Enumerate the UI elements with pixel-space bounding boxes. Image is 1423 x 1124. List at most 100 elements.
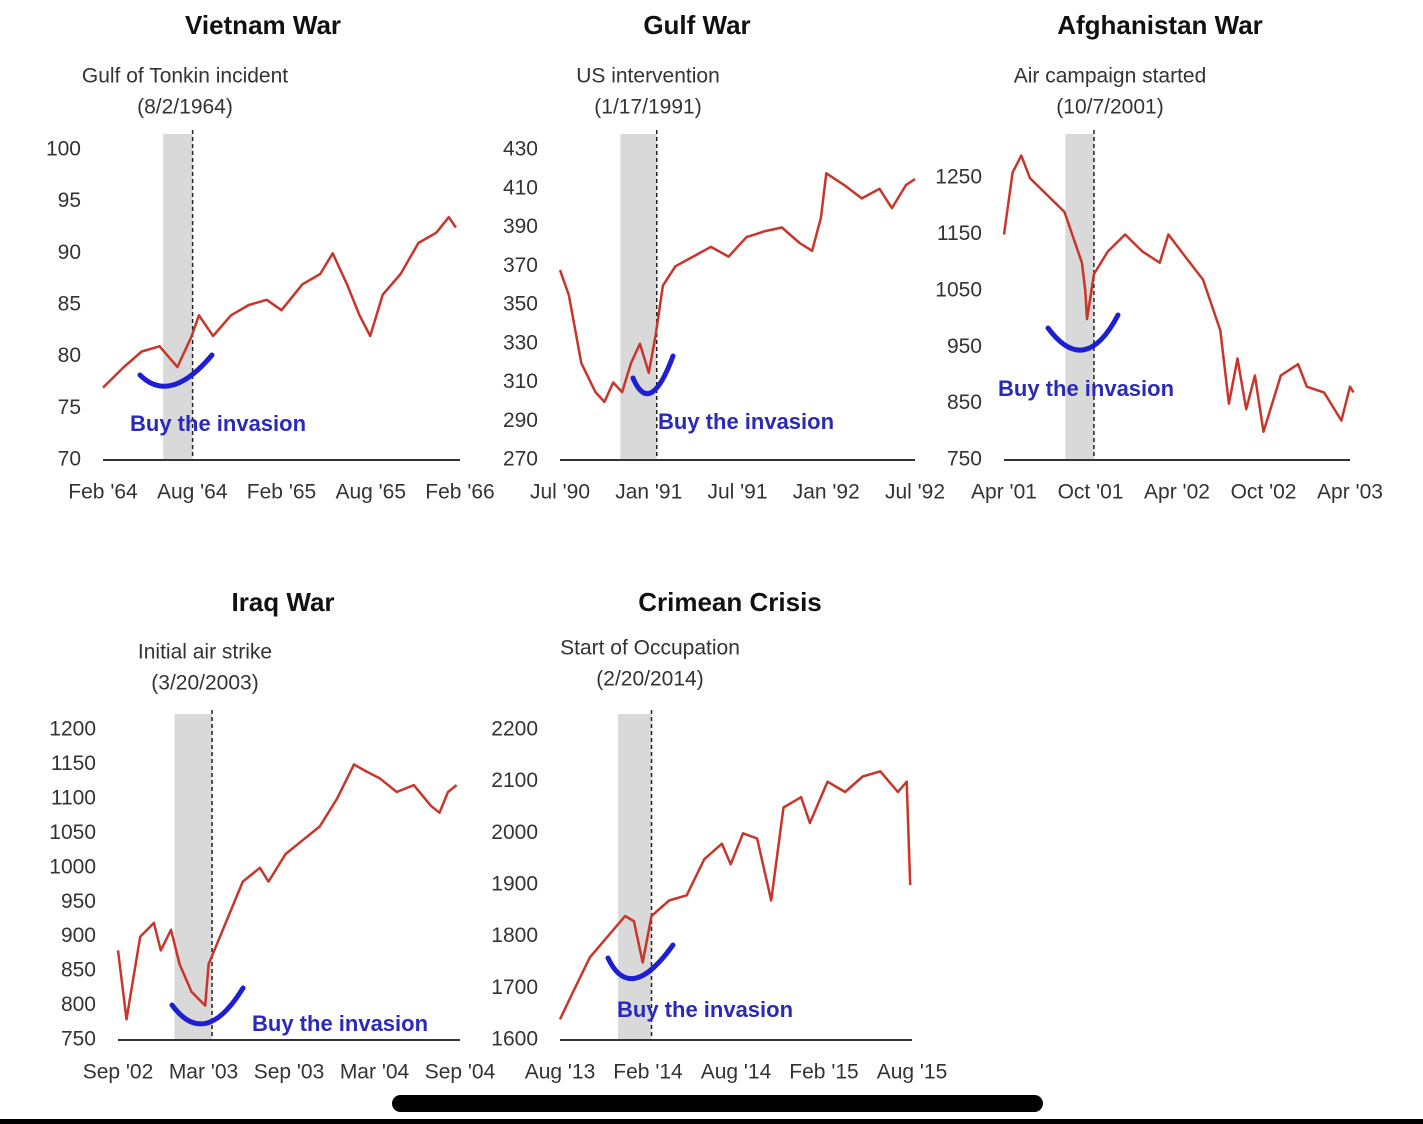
x-tick-label: Sep '03	[254, 1061, 325, 1084]
chart: Gulf War US intervention (1/17/1991) 270 290…	[503, 10, 945, 504]
event-date: (8/2/1964)	[137, 96, 233, 119]
y-tick-label: 950	[947, 335, 982, 358]
y-tick-label: 90	[58, 241, 81, 264]
x-tick-label: Aug '14	[701, 1061, 772, 1084]
event-shade	[618, 714, 652, 1040]
x-tick-label: Feb '15	[789, 1061, 858, 1084]
y-tick-label: 1200	[49, 718, 96, 741]
chart-title: Vietnam War	[185, 10, 341, 40]
y-tick-label: 75	[58, 396, 81, 419]
y-tick-label: 310	[503, 370, 538, 393]
chart: Iraq War Initial air strike (3/20/2003) 750…	[49, 587, 495, 1084]
y-tick-label: 850	[947, 391, 982, 414]
x-tick-label: Jan '92	[793, 481, 860, 504]
y-tick-label: 750	[61, 1028, 96, 1051]
y-tick-label: 1150	[937, 222, 982, 245]
home-indicator	[392, 1095, 1043, 1112]
event-shade	[620, 134, 657, 460]
x-tick-label: Mar '03	[169, 1061, 238, 1084]
x-tick-label: Jul '91	[707, 481, 767, 504]
x-tick-label: Aug '15	[877, 1061, 948, 1084]
y-tick-label: 370	[503, 254, 538, 277]
event-label: Gulf of Tonkin incident	[82, 65, 288, 88]
price-line	[102, 215, 457, 389]
y-tick-label: 2100	[491, 769, 538, 792]
x-tick-label: Sep '04	[425, 1061, 496, 1084]
chart: Vietnam War Gulf of Tonkin incident (8/2/1…	[46, 10, 495, 504]
x-tick-label: Feb '14	[613, 1061, 683, 1084]
y-tick-label: 70	[58, 448, 81, 471]
y-tick-label: 100	[46, 138, 81, 161]
event-date: (3/20/2003)	[151, 672, 258, 695]
y-tick-label: 430	[503, 138, 538, 161]
annotation: Buy the invasion	[617, 997, 793, 1022]
x-tick-label: Feb '66	[425, 481, 494, 504]
y-tick-label: 95	[58, 189, 81, 212]
y-tick-label: 900	[61, 924, 96, 947]
x-tick-label: Jul '90	[530, 481, 590, 504]
y-tick-label: 2000	[491, 821, 538, 844]
event-shade	[163, 134, 193, 460]
x-tick-label: Feb '65	[247, 481, 316, 504]
y-tick-label: 80	[58, 344, 81, 367]
y-tick-label: 1050	[935, 278, 982, 301]
chart: Afghanistan War Air campaign started (10/7…	[935, 10, 1383, 504]
price-line	[1002, 154, 1355, 434]
y-tick-label: 1600	[491, 1028, 538, 1051]
bottom-edge	[0, 1119, 1423, 1124]
event-date: (1/17/1991)	[594, 96, 701, 119]
annotation: Buy the invasion	[252, 1011, 428, 1036]
y-tick-label: 350	[503, 293, 538, 316]
swoosh	[137, 352, 215, 389]
x-tick-label: Aug '64	[157, 481, 228, 504]
swoosh	[605, 942, 676, 982]
annotation: Buy the invasion	[130, 411, 306, 436]
price-line	[558, 172, 916, 404]
y-tick-label: 2200	[491, 718, 538, 741]
y-tick-label: 85	[58, 293, 81, 316]
x-tick-label: Oct '01	[1058, 481, 1124, 504]
y-tick-label: 800	[61, 993, 96, 1016]
y-tick-label: 290	[503, 409, 538, 432]
y-tick-label: 1150	[51, 752, 96, 775]
annotation: Buy the invasion	[998, 376, 1174, 401]
y-tick-label: 1050	[49, 821, 96, 844]
y-tick-label: 1900	[491, 873, 538, 896]
y-tick-label: 410	[503, 176, 538, 199]
event-label: US intervention	[576, 65, 720, 88]
event-label: Initial air strike	[138, 641, 272, 664]
y-tick-label: 330	[503, 331, 538, 354]
x-tick-label: Jan '91	[615, 481, 682, 504]
x-tick-label: Feb '64	[68, 481, 138, 504]
swoosh	[169, 985, 246, 1027]
chart-title: Iraq War	[231, 587, 334, 617]
x-tick-label: Mar '04	[340, 1061, 410, 1084]
event-date: (10/7/2001)	[1056, 96, 1163, 119]
x-tick-label: Sep '02	[83, 1061, 154, 1084]
annotation: Buy the invasion	[658, 409, 834, 434]
x-tick-label: Jul '92	[885, 481, 945, 504]
x-tick-label: Apr '01	[971, 481, 1037, 504]
price-line	[116, 763, 458, 1021]
y-tick-label: 1250	[935, 166, 982, 189]
y-tick-label: 1800	[491, 924, 538, 947]
x-tick-label: Apr '03	[1317, 481, 1383, 504]
swoosh	[1045, 312, 1121, 353]
event-label: Air campaign started	[1014, 65, 1207, 88]
chart: Crimean Crisis Start of Occupation (2/20/2…	[491, 587, 947, 1084]
chart-title: Gulf War	[643, 10, 750, 40]
y-tick-label: 850	[61, 959, 96, 982]
y-tick-label: 270	[503, 448, 538, 471]
y-tick-label: 390	[503, 215, 538, 238]
y-tick-label: 1700	[491, 976, 538, 999]
chart-title: Afghanistan War	[1057, 10, 1263, 40]
chart-title: Crimean Crisis	[638, 587, 822, 617]
x-tick-label: Aug '13	[525, 1061, 596, 1084]
y-tick-label: 750	[947, 448, 982, 471]
y-tick-label: 950	[61, 890, 96, 913]
y-tick-label: 1000	[49, 855, 96, 878]
y-tick-label: 1100	[51, 786, 96, 809]
x-tick-label: Apr '02	[1144, 481, 1210, 504]
